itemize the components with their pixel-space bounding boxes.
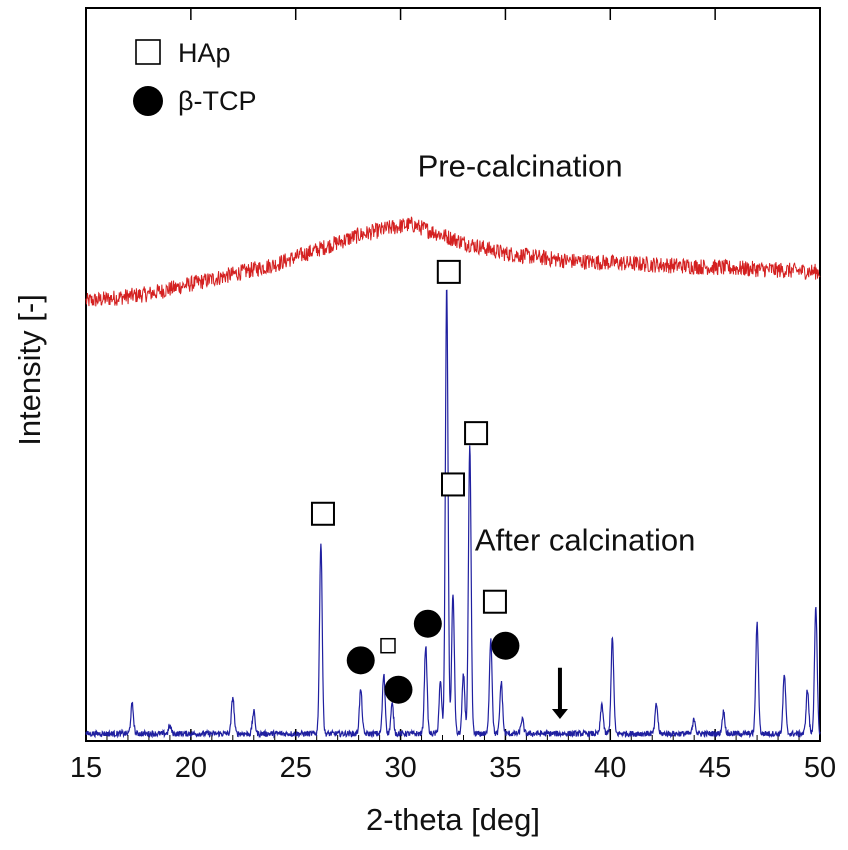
hap-marker — [310, 501, 335, 526]
hap-marker — [441, 472, 465, 497]
pre-calcination-label: Pre-calcination — [418, 149, 623, 184]
legend-tcp-label: β-TCP — [178, 86, 257, 116]
legend: HAp β-TCP — [133, 38, 257, 116]
arrow-head — [551, 709, 568, 720]
x-tick-label: 25 — [280, 752, 312, 784]
hap-marker — [464, 421, 489, 446]
annotation-markers — [310, 259, 568, 720]
legend-hap-marker — [135, 39, 161, 65]
x-tick-label: 50 — [804, 752, 836, 784]
y-axis-label: Intensity [-] — [12, 294, 47, 446]
x-tick-label: 15 — [70, 752, 102, 784]
after-calcination-label: After calcination — [475, 522, 696, 557]
pre-calcination-line — [85, 216, 821, 307]
hap-marker-small — [380, 637, 396, 654]
plot-frame — [85, 7, 821, 742]
x-tick-label: 45 — [699, 752, 731, 784]
hap-marker — [482, 589, 507, 614]
legend-hap-label: HAp — [178, 38, 231, 68]
tcp-marker — [413, 609, 442, 638]
x-tick-label: 35 — [489, 752, 521, 784]
x-ticks: 15 20 25 30 35 40 45 50 — [70, 8, 836, 784]
tcp-marker — [346, 646, 375, 675]
after-calcination-line — [85, 289, 821, 739]
x-tick-label: 20 — [175, 752, 207, 784]
tcp-marker — [384, 675, 413, 704]
x-axis-label: 2-theta [deg] — [366, 802, 540, 837]
tcp-marker — [491, 631, 520, 660]
x-tick-label: 40 — [594, 752, 626, 784]
x-tick-label: 30 — [384, 752, 416, 784]
legend-tcp-marker — [133, 86, 163, 116]
series-layer — [85, 216, 821, 739]
hap-marker — [436, 259, 461, 284]
